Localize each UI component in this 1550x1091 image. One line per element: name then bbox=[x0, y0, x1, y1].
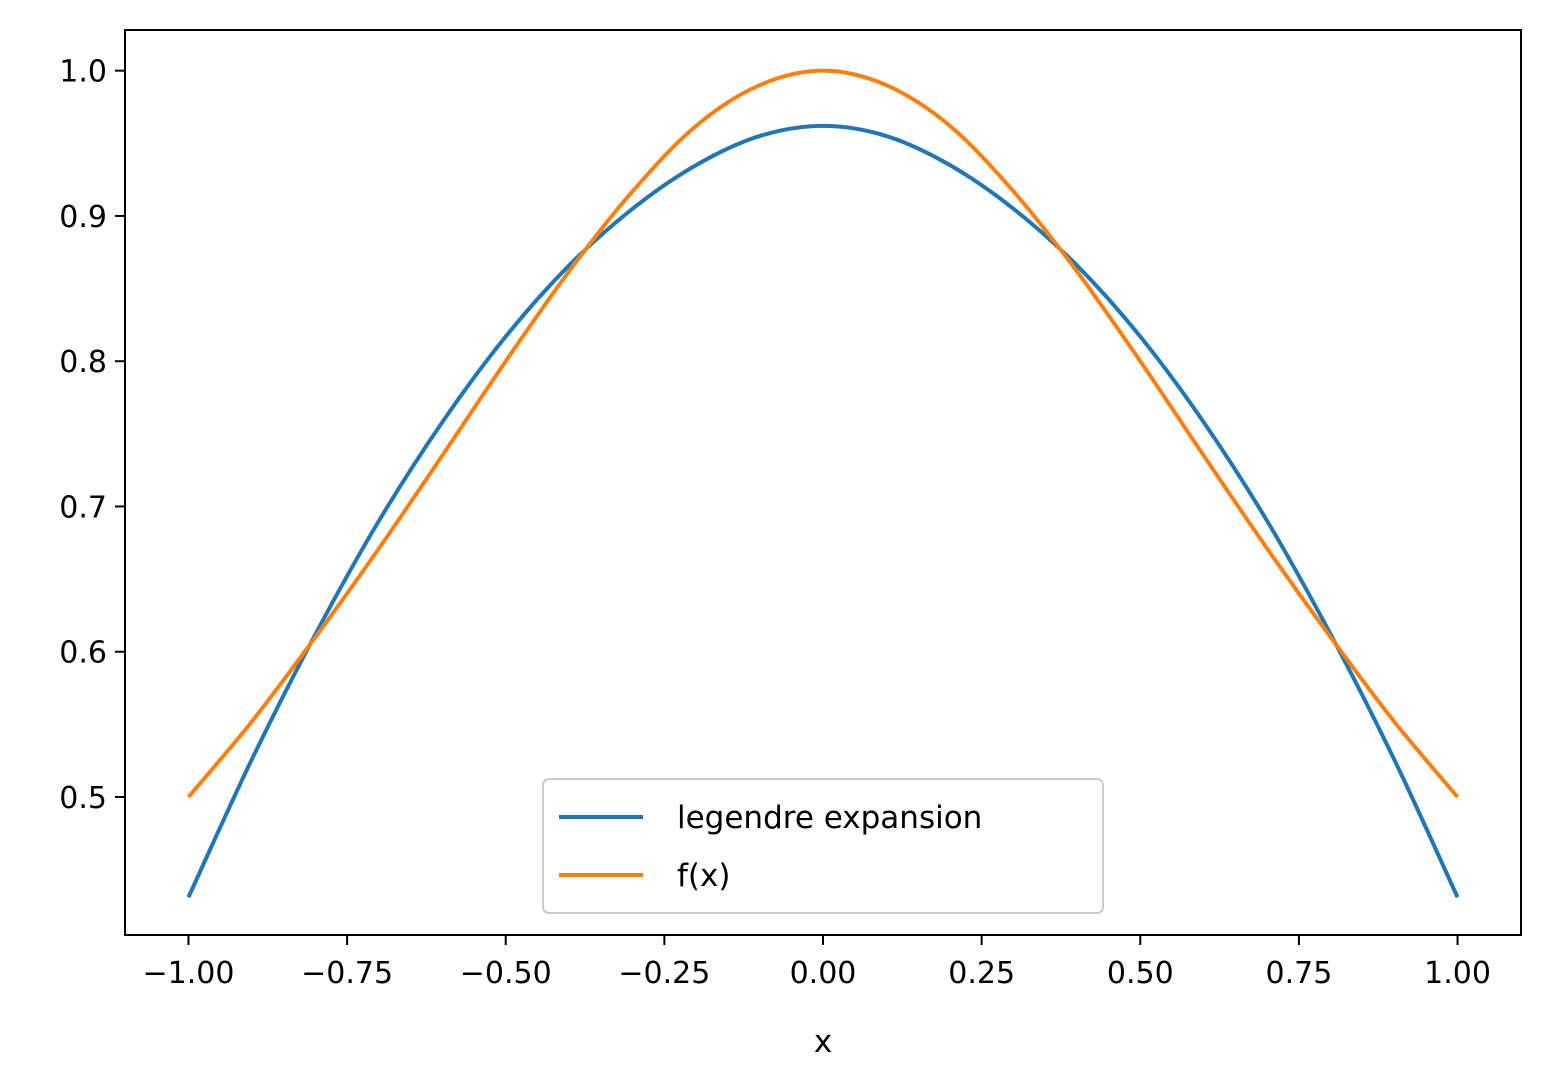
legend-box bbox=[542, 778, 1104, 914]
y-tick-label: 0.5 bbox=[59, 781, 107, 816]
y-tick-label: 0.9 bbox=[59, 200, 107, 235]
y-tick-label: 0.6 bbox=[59, 636, 107, 671]
x-axis-label: x bbox=[814, 1024, 832, 1060]
series-line-1 bbox=[186, 68, 1460, 799]
y-tick-label: 0.8 bbox=[59, 345, 107, 380]
x-tick-label: 1.00 bbox=[1424, 956, 1491, 991]
legend-label-1: f(x) bbox=[677, 858, 730, 894]
x-tick-label: −0.75 bbox=[301, 956, 393, 991]
x-tick-label: 0.25 bbox=[948, 956, 1015, 991]
x-tick-label: −0.50 bbox=[460, 956, 552, 991]
series-line-0 bbox=[186, 123, 1460, 899]
y-tick-label: 0.7 bbox=[59, 490, 107, 525]
x-tick-label: 0.00 bbox=[790, 956, 857, 991]
x-tick-label: 0.75 bbox=[1266, 956, 1333, 991]
x-axis-ticks: −1.00 −0.75 −0.50 −0.25 0.00 0.25 0.50 0.75 1.00 bbox=[142, 935, 1491, 991]
series-layer bbox=[186, 68, 1460, 899]
legend: legendre expansion f(x) bbox=[542, 778, 1104, 914]
x-tick-label: 0.50 bbox=[1107, 956, 1174, 991]
y-tick-label: 1.0 bbox=[59, 55, 107, 90]
y-axis-ticks: 0.5 0.6 0.7 0.8 0.9 1.0 bbox=[59, 55, 125, 816]
x-tick-label: −0.25 bbox=[618, 956, 710, 991]
legend-label-0: legendre expansion bbox=[677, 800, 982, 836]
x-tick-label: −1.00 bbox=[142, 956, 234, 991]
